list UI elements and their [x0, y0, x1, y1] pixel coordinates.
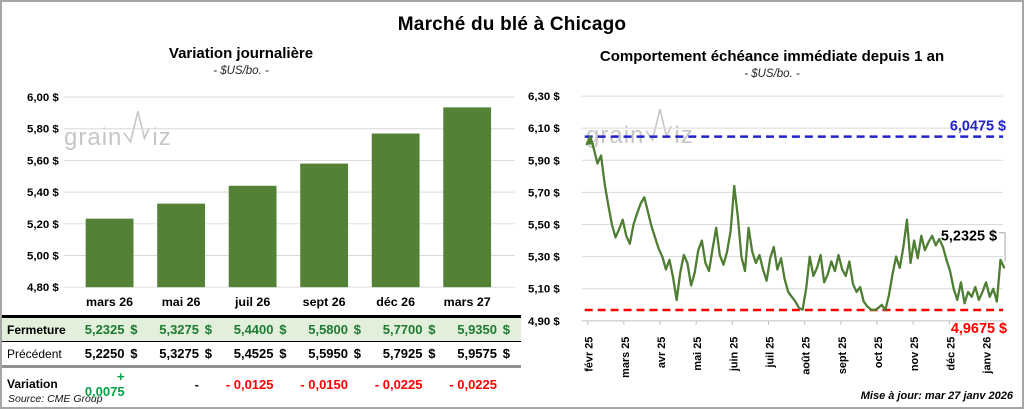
fermeture-cell: 5,9350 $ — [457, 322, 510, 337]
price-line — [585, 135, 1006, 312]
min-value-label: 4,9675 $ — [951, 321, 1007, 337]
bar-sept 26 — [300, 163, 349, 288]
callout-leader-line — [999, 232, 1006, 262]
x-axis-month-label: nov 25 — [909, 337, 921, 371]
line-chart-subtitle: - $US/bo. - — [744, 68, 800, 80]
table-row-fermeture: Fermeture 5,2325 $ 5,3275 $ 5,4400 $ 5,5800… — [2, 315, 521, 342]
variation-cell: - — [194, 376, 199, 392]
fermeture-cell: 5,5800 $ — [308, 322, 361, 337]
row-label-variation: Variation — [7, 377, 58, 391]
fermeture-cell: 5,3275 $ — [159, 322, 212, 337]
update-note: Mise à jour: mar 27 janv 2026 — [860, 390, 1013, 402]
bar-juil 26 — [228, 185, 277, 288]
x-axis-month-label: déc 25 — [945, 337, 957, 371]
precedent-cell: 5,3275 $ — [159, 346, 212, 361]
x-axis-month-label: avr 25 — [656, 337, 668, 368]
x-axis-month-label: mars 25 — [620, 337, 632, 378]
page-title: Marché du blé à Chicago — [397, 14, 627, 35]
precedent-cell: 5,4525 $ — [233, 346, 287, 361]
y-axis-tick-label: 4,90 $ — [528, 316, 560, 328]
x-axis-category-label: déc 26 — [376, 295, 415, 309]
table-row-variation: Variation + 0,0075 - - 0,0125 - 0,0150 -… — [2, 369, 521, 399]
y-axis-tick-label: 5,80 $ — [27, 124, 59, 136]
x-axis-category-label: mai 26 — [162, 295, 201, 309]
y-axis-tick-label: 5,50 $ — [528, 220, 560, 232]
max-value-label: 6,0475 $ — [950, 119, 1006, 135]
x-axis-month-label: juin 25 — [728, 337, 740, 372]
variation-cell: - 0,0125 — [225, 376, 274, 392]
bar-mars 26 — [85, 218, 134, 288]
variation-cell: - 0,0225 — [374, 376, 423, 392]
x-axis-month-label: sept 25 — [837, 337, 849, 374]
zigzag-w-icon — [123, 111, 151, 144]
y-axis-tick-label: 5,90 $ — [528, 155, 560, 167]
x-axis-month-label: oct 25 — [873, 337, 885, 368]
y-axis-tick-label: 5,10 $ — [528, 284, 560, 296]
y-axis-tick-label: 5,20 $ — [27, 219, 59, 231]
x-axis-month-label: mai 25 — [692, 337, 704, 371]
variation-cell: - 0,0150 — [300, 376, 348, 392]
precedent-cell: 5,7925 $ — [382, 346, 436, 361]
source-note: Source: CME Group — [8, 393, 103, 405]
x-axis-month-label: févr 25 — [584, 337, 596, 372]
quotes-table: Fermeture 5,2325 $ 5,3275 $ 5,4400 $ 5,5800… — [2, 315, 521, 399]
precedent-cell: 5,2250 $ — [84, 346, 138, 361]
y-axis-tick-label: 4,80 $ — [27, 282, 59, 294]
bar-mai 26 — [157, 203, 206, 288]
x-axis-category-label: sept 26 — [303, 295, 346, 309]
precedent-cell: 5,9575 $ — [457, 346, 510, 361]
x-axis-month-label: août 25 — [801, 337, 813, 375]
y-axis-tick-label: 6,10 $ — [528, 123, 560, 135]
precedent-cell: 5,5950 $ — [308, 346, 361, 361]
fermeture-cell: 5,7700 $ — [382, 322, 436, 337]
last-value-label: 5,2325 $ — [941, 229, 997, 245]
bar-déc 26 — [371, 133, 420, 288]
x-axis-category-label: juil 26 — [234, 295, 270, 309]
row-label-precedent: Précédent — [7, 346, 62, 361]
y-axis-tick-label: 6,30 $ — [528, 91, 560, 103]
line-chart-title: Comportement échéance immédiate depuis 1… — [599, 48, 945, 65]
row-label-fermeture: Fermeture — [7, 322, 66, 337]
watermark-text-right: iz — [674, 122, 694, 149]
x-axis-month-label: janv 26 — [981, 337, 993, 375]
y-axis-tick-label: 5,60 $ — [27, 155, 59, 167]
bar-chart-title: Variation journalière — [168, 45, 314, 62]
y-axis-tick-label: 5,40 $ — [27, 187, 59, 199]
peak-arrowhead — [586, 135, 595, 145]
y-axis-tick-label: 5,70 $ — [528, 187, 560, 199]
fermeture-cell: 5,4400 $ — [233, 322, 287, 337]
y-axis-tick-label: 5,00 $ — [27, 250, 59, 262]
x-axis-category-label: mars 27 — [444, 295, 491, 309]
variation-cell: - 0,0225 — [449, 376, 497, 392]
bar-chart-subtitle: - $US/bo. - — [213, 65, 269, 77]
bar-mars 27 — [443, 107, 492, 288]
watermark-text-right: iz — [152, 124, 172, 151]
y-axis-tick-label: 5,30 $ — [528, 252, 560, 264]
table-row-precedent: Précédent 5,2250 $ 5,3275 $ 5,4525 $ 5,5950… — [2, 342, 521, 368]
fermeture-cell: 5,2325 $ — [84, 322, 138, 337]
variation-cell: + 0,0075 — [84, 369, 125, 399]
x-axis-category-label: mars 26 — [86, 295, 133, 309]
y-axis-tick-label: 6,00 $ — [27, 92, 59, 104]
x-axis-month-label: juil 25 — [764, 337, 776, 369]
